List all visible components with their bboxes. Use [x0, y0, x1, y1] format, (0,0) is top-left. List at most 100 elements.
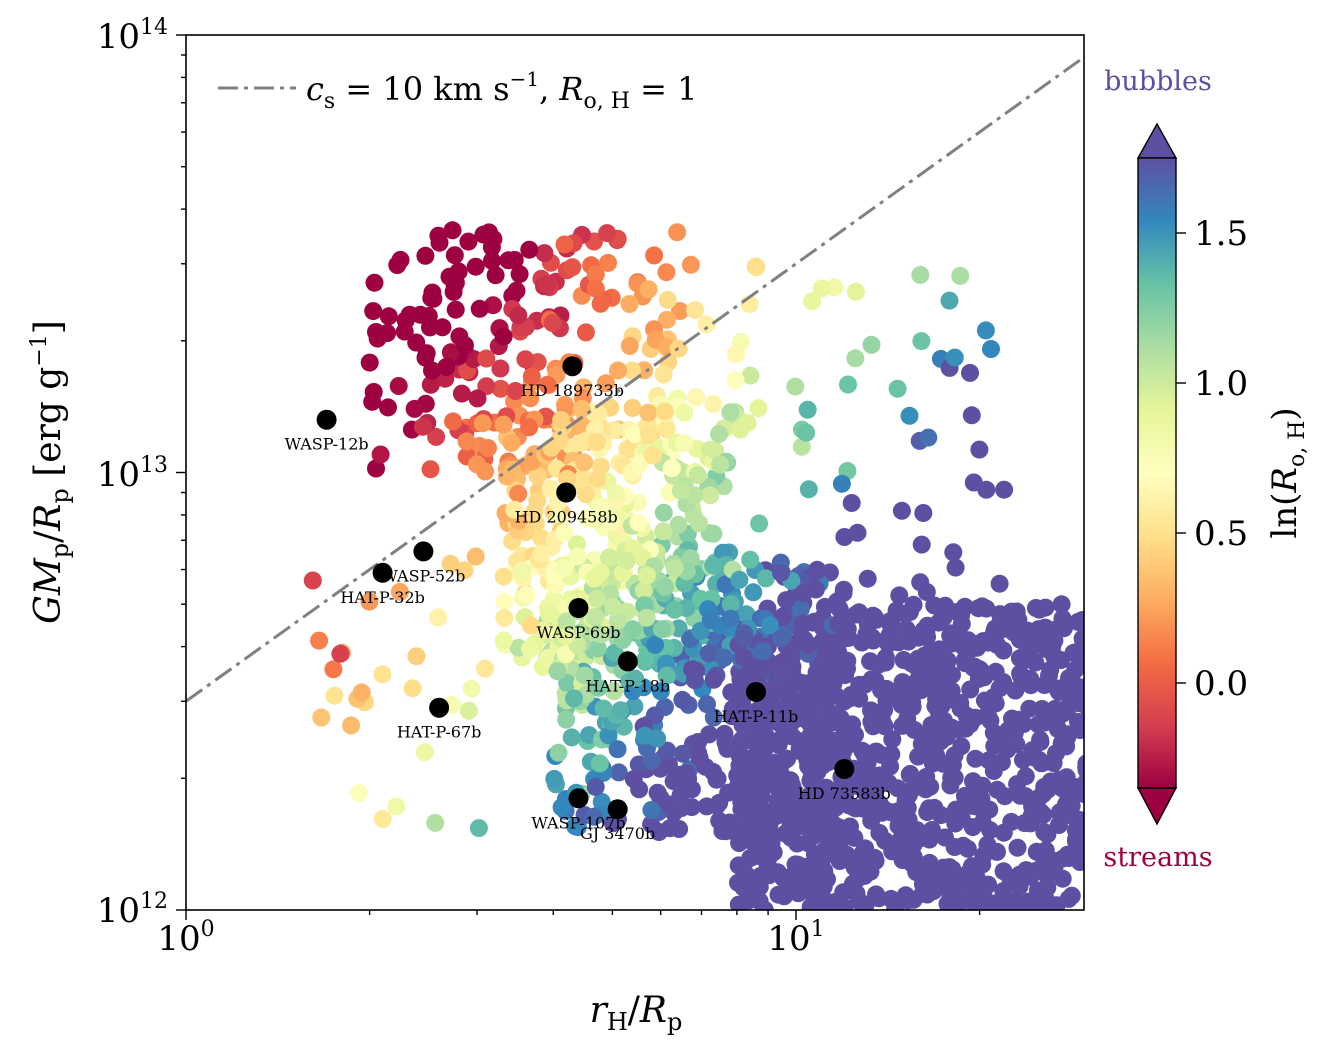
scatter-point [521, 389, 540, 408]
scatter-point [1046, 699, 1065, 718]
scatter-point [829, 818, 848, 837]
scatter-point [907, 821, 926, 840]
axis-ticks [176, 34, 981, 920]
scatter-point [573, 470, 592, 488]
scatter-point [557, 626, 576, 645]
scatter-point [562, 728, 581, 747]
scatter-point [520, 418, 539, 437]
scatter-point [620, 442, 639, 461]
scatter-point [622, 361, 641, 380]
scatter-point [756, 569, 775, 588]
scatter-point [686, 301, 705, 320]
scatter-point [681, 255, 700, 274]
scatter-point [494, 567, 513, 586]
scatter-point [734, 629, 753, 648]
scatter-point [900, 765, 919, 784]
scatter-point [893, 716, 912, 735]
scatter-point [510, 265, 529, 284]
colorbar-tick-label: 1.0 [1194, 364, 1248, 404]
scatter-point [387, 797, 406, 816]
scatter-point [897, 620, 916, 639]
scatter-point [860, 771, 879, 790]
scatter-point [710, 425, 728, 443]
scatter-point [588, 624, 607, 643]
scatter-point [699, 644, 718, 663]
scatter-point [819, 843, 838, 862]
scatter-point [701, 486, 720, 505]
scatter-point [658, 741, 677, 760]
scatter-point [427, 427, 446, 446]
scatter-point [812, 822, 831, 841]
scatter-point [452, 384, 471, 403]
scatter-point [494, 631, 513, 650]
scatter-point [648, 783, 667, 802]
scatter-point [586, 279, 605, 298]
scatter-point [620, 295, 639, 313]
scatter-point [979, 875, 998, 894]
reference-line-group [186, 55, 1084, 703]
scatter-point [952, 737, 971, 756]
planet-label: WASP-69b [536, 623, 620, 642]
scatter-point [506, 382, 525, 400]
scatter-point [772, 563, 790, 582]
scatter-point [984, 762, 1003, 780]
scatter-point [807, 562, 826, 581]
scatter-point [624, 770, 643, 789]
scatter-point [657, 263, 676, 282]
scatter-point [746, 257, 765, 276]
scatter-point [832, 775, 851, 794]
scatter-point [934, 655, 953, 674]
scatter-point [890, 586, 909, 605]
legend-label: cs = 10 km s−1, Ro, H = 1 [306, 67, 697, 114]
scatter-point [883, 730, 902, 749]
scatter-point [704, 762, 723, 781]
scatter-point [594, 699, 613, 718]
scatter-point [799, 480, 818, 499]
scatter-point [750, 514, 769, 533]
scatter-point [803, 292, 822, 311]
scatter-point [637, 608, 656, 627]
scatter-point [687, 388, 705, 407]
planet-marker [568, 598, 589, 618]
scatter-point [704, 395, 723, 413]
scatter-point [623, 399, 642, 417]
scatter-point [654, 365, 673, 384]
scatter-point [1008, 838, 1027, 857]
colorbar-top-annotation: bubbles [1104, 66, 1212, 97]
scatter-point [1035, 823, 1054, 841]
scatter-point [858, 569, 877, 588]
x-axis-label: rH/Rp [590, 990, 683, 1036]
scatter-point [575, 453, 594, 472]
scatter-point [643, 446, 662, 465]
scatter-point [734, 818, 753, 837]
scatter-point [888, 779, 907, 798]
scatter-point [984, 723, 1003, 742]
scatter-point [367, 459, 385, 478]
scatter-point [486, 266, 505, 285]
scatter-point [919, 428, 938, 447]
scatter-point [671, 481, 690, 500]
scatter-point [441, 554, 460, 573]
scatter-point [846, 349, 865, 368]
scatter-point [772, 629, 790, 648]
scatter-point [797, 423, 816, 442]
scatter-point [962, 406, 981, 425]
scatter-point [576, 323, 595, 342]
scatter-point [651, 682, 670, 701]
scatter-point [535, 244, 554, 263]
scatter-point [415, 743, 434, 762]
scatter-point [682, 780, 701, 799]
scatter-point [586, 777, 605, 796]
scatter-point [1010, 649, 1029, 668]
scatter-point [743, 832, 762, 851]
scatter-point [777, 591, 796, 610]
scatter-point [995, 480, 1014, 499]
scatter-point [331, 644, 350, 663]
scatter-point [890, 812, 909, 831]
scatter-point [812, 279, 831, 298]
y-tick-label-13: 1013 [97, 453, 168, 495]
scatter-point [786, 377, 805, 396]
scatter-point [360, 592, 379, 611]
scatter-point [379, 398, 397, 417]
scatter-point [698, 695, 716, 714]
